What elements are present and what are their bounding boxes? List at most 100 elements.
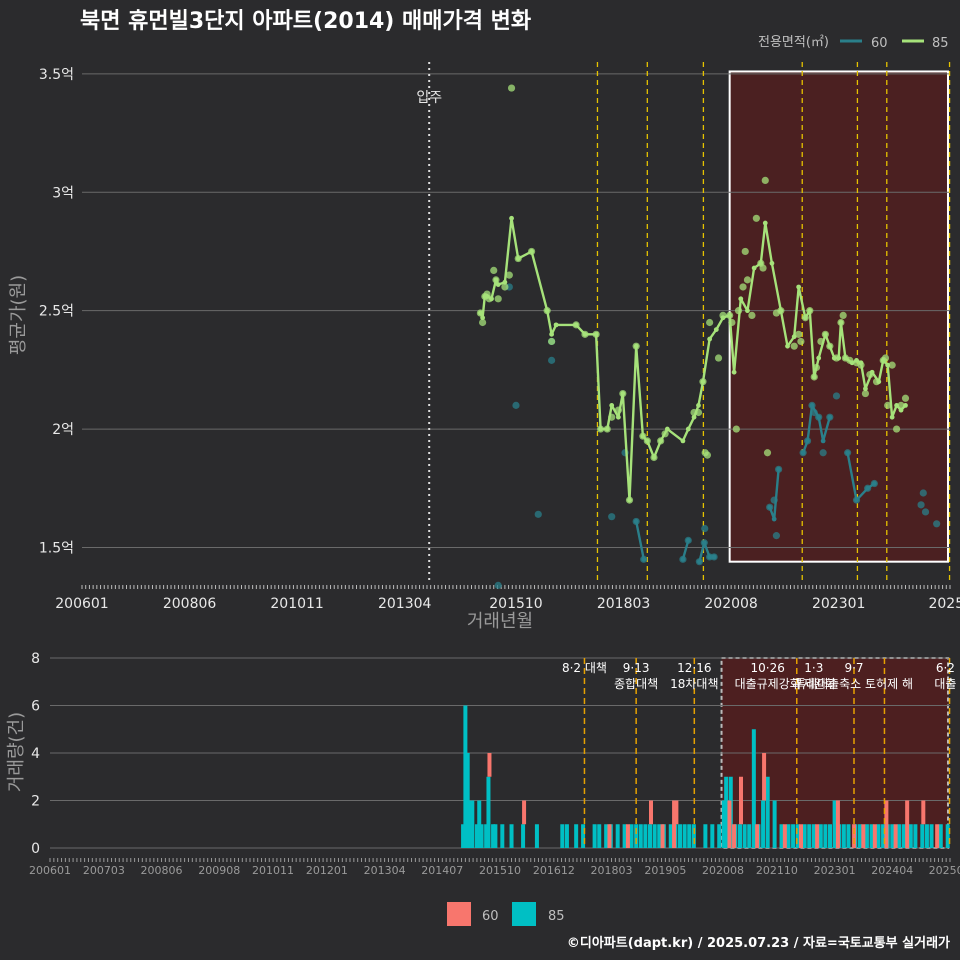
data-point-60 — [534, 510, 542, 518]
line-vertex-85 — [827, 343, 833, 349]
bar-85 — [881, 824, 886, 848]
data-point-60 — [933, 520, 941, 528]
bar-85 — [738, 824, 742, 848]
bar-60 — [799, 824, 803, 848]
line-vertex-60 — [696, 559, 702, 565]
footer-credit: ©디아파트(dapt.kr) / 2025.07.23 / 자료=국토교통부 실… — [567, 935, 950, 951]
bar-60 — [893, 824, 898, 848]
bar-85 — [634, 824, 639, 848]
line-vertex-85 — [707, 336, 713, 342]
bar-60 — [835, 800, 840, 848]
bar-60 — [649, 800, 653, 825]
data-point-60 — [512, 401, 520, 409]
top-x-tick-label: 200601 — [55, 596, 108, 612]
data-point-85 — [888, 361, 896, 369]
top-ylabel: 평균가(원) — [8, 275, 29, 355]
bar-85 — [479, 824, 484, 848]
line-vertex-85 — [544, 308, 550, 314]
bar-60 — [921, 800, 926, 825]
bar-60 — [607, 824, 612, 848]
bar-85 — [691, 824, 696, 848]
legend-label-60: 60 — [871, 36, 888, 51]
data-point-60 — [832, 392, 841, 400]
bar-85 — [648, 824, 652, 848]
top-xlabel: 거래년월 — [467, 611, 533, 632]
data-point-85 — [490, 266, 498, 274]
line-vertex-85 — [720, 315, 726, 321]
bar-60 — [762, 753, 767, 801]
line-vertex-60 — [707, 554, 713, 560]
line-vertex-60 — [871, 481, 877, 486]
series-line-60 — [846, 452, 876, 502]
top-x-tick-label: 201510 — [489, 596, 542, 612]
line-vertex-85 — [640, 433, 646, 439]
line-vertex-85 — [762, 220, 768, 226]
line-vertex-85 — [480, 315, 486, 321]
bar-85 — [592, 824, 597, 848]
bar-85 — [500, 824, 505, 848]
line-vertex-85 — [811, 374, 817, 380]
data-point-85 — [790, 342, 798, 350]
series-line-60 — [681, 540, 690, 560]
bottom-x-tick-label: 201905 — [644, 864, 686, 877]
line-vertex-85 — [604, 426, 610, 432]
data-point-85 — [732, 425, 740, 433]
data-point-85 — [884, 401, 892, 409]
bar-85 — [828, 824, 832, 848]
line-vertex-85 — [769, 260, 775, 266]
data-point-85 — [797, 337, 805, 346]
bottom-x-tick-label: 200806 — [141, 864, 183, 877]
bottom-x-tick-label: 201011 — [252, 864, 294, 877]
move-in-label: 입주 — [416, 90, 442, 106]
bar-60 — [522, 800, 527, 825]
line-vertex-85 — [807, 308, 813, 314]
bar-85 — [682, 824, 687, 848]
line-vertex-85 — [816, 355, 822, 361]
bottom-x-tick-label: 201510 — [479, 864, 521, 877]
policy-annotation: 9·13 — [623, 661, 650, 675]
top-x-tick-label: 2025 — [928, 596, 960, 612]
line-vertex-85 — [849, 360, 855, 366]
bar-85 — [491, 824, 496, 848]
bar-85 — [574, 824, 579, 848]
line-vertex-85 — [573, 322, 579, 328]
bar-85 — [463, 705, 468, 848]
bar-85 — [581, 824, 586, 848]
legend-title: 전용면적(㎡) — [758, 35, 829, 50]
data-point-85 — [479, 318, 487, 327]
line-vertex-85 — [903, 402, 908, 408]
line-vertex-85 — [685, 426, 691, 432]
bar-85 — [622, 824, 627, 848]
line-vertex-85 — [836, 355, 842, 361]
top-x-tick-label: 201803 — [597, 596, 650, 612]
bottom-x-tick-label: 201407 — [421, 864, 463, 877]
policy-annotation: 대출규제강화 — [735, 677, 801, 691]
bar-85 — [477, 800, 482, 848]
bar-60 — [487, 753, 492, 777]
top-x-tick-label: 201011 — [270, 596, 323, 612]
line-vertex-85 — [889, 414, 895, 420]
data-point-85 — [703, 451, 712, 459]
line-vertex-85 — [529, 249, 534, 254]
bar-85 — [710, 824, 715, 848]
bar-85 — [486, 776, 491, 848]
bar-85 — [470, 800, 475, 848]
bar-60 — [727, 800, 732, 848]
bar-85 — [687, 824, 692, 848]
line-vertex-85 — [831, 355, 837, 361]
line-vertex-85 — [615, 414, 621, 420]
data-point-85 — [741, 247, 749, 256]
bar-85 — [657, 824, 662, 848]
data-point-85 — [743, 276, 752, 284]
bar-60 — [905, 800, 910, 848]
bar-60 — [739, 776, 743, 825]
series-line-60 — [635, 521, 645, 560]
data-point-85 — [507, 84, 516, 92]
line-vertex-60 — [711, 554, 717, 560]
line-vertex-85 — [727, 312, 733, 318]
data-point-85 — [861, 389, 870, 398]
line-vertex-85 — [509, 215, 514, 221]
policy-annotation: 특례대출축소 토허제 해 — [795, 677, 913, 691]
line-vertex-60 — [865, 485, 871, 491]
